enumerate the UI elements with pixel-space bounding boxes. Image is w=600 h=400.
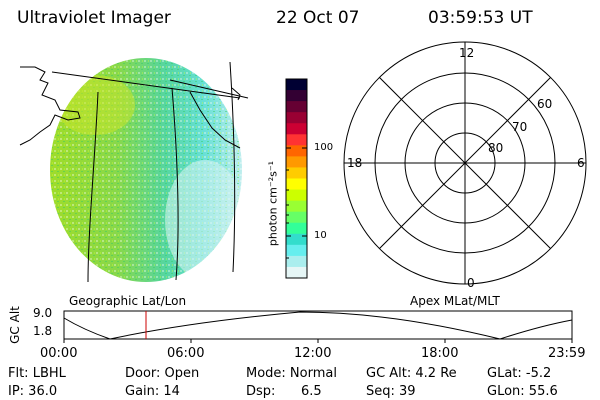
altitude-ytick-9: 9.0 — [33, 306, 53, 320]
door-param: Door: Open — [125, 366, 200, 381]
gc-alt-param: GC Alt: 4.2 Re — [366, 366, 457, 381]
polar-mlt-6: 6 — [577, 156, 585, 170]
colorbar-segment — [286, 178, 307, 191]
altitude-plot — [63, 310, 573, 343]
xtick-2359: 23:59 — [548, 346, 586, 361]
colorbar — [285, 78, 308, 279]
dsp-value: 6.5 — [301, 384, 322, 399]
instrument-title: Ultraviolet Imager — [17, 8, 171, 28]
polar-mlt-0: 0 — [467, 276, 475, 290]
glon-param: GLon: 55.6 — [487, 384, 558, 399]
colorbar-ticks — [286, 147, 307, 259]
seq-param: Seq: 39 — [366, 384, 416, 399]
filter-param: Flt: LBHL — [8, 366, 66, 381]
colorbar-segment — [286, 101, 307, 113]
colorbar-segment — [286, 79, 307, 91]
colorbar-segment — [286, 233, 307, 246]
colorbar-segment — [286, 156, 307, 168]
polar-plot — [343, 41, 587, 285]
polar-lat-70: 70 — [512, 120, 528, 134]
colorbar-segment — [286, 123, 307, 135]
colorbar-segment — [286, 200, 307, 213]
auroral-image — [50, 58, 242, 282]
polar-lat-80: 80 — [488, 141, 504, 155]
colorbar-segment — [286, 145, 307, 157]
polar-mlt-12: 12 — [459, 46, 475, 60]
date-label: 22 Oct 07 — [276, 8, 360, 28]
colorbar-segment — [286, 90, 307, 102]
colorbar-tick-100: 100 — [314, 142, 334, 153]
altitude-curve — [63, 311, 573, 340]
glat-param: GLat: -5.2 — [487, 366, 552, 381]
xtick-0000: 00:00 — [40, 346, 78, 361]
gain-param: Gain: 14 — [125, 384, 180, 399]
geographic-grid — [19, 61, 249, 283]
colorbar-unit-label: photon cm⁻²s⁻¹ — [266, 160, 280, 247]
colorbar-segment — [286, 222, 307, 235]
colorbar-segment — [286, 266, 307, 279]
ip-param: IP: 36.0 — [8, 384, 58, 399]
dsp-label: Dsp: — [246, 384, 276, 399]
polar-lat-60: 60 — [537, 97, 553, 111]
xtick-0600: 06:00 — [167, 346, 205, 361]
polar-projection-label: Apex MLat/MLT — [410, 294, 500, 308]
polar-mlt-18: 18 — [347, 156, 363, 170]
colorbar-border — [285, 78, 308, 279]
map-projection-label: Geographic Lat/Lon — [69, 294, 187, 308]
colorbar-segment — [286, 211, 307, 224]
mode-param: Mode: Normal — [246, 366, 337, 381]
colorbar-segment — [286, 112, 307, 124]
colorbar-segment — [286, 255, 307, 268]
colorbar-tick-10: 10 — [314, 230, 327, 241]
colorbar-segment — [286, 167, 307, 179]
altitude-ylabel: GC Alt — [8, 306, 22, 344]
xtick-1200: 12:00 — [294, 346, 332, 361]
xtick-1800: 18:00 — [421, 346, 459, 361]
colorbar-segment — [286, 134, 307, 146]
altitude-ytick-1-8: 1.8 — [33, 324, 53, 338]
time-label: 03:59:53 UT — [428, 8, 533, 28]
polar-diagonal-2 — [379, 77, 551, 249]
colorbar-segment — [286, 244, 307, 257]
colorbar-segment — [286, 189, 307, 202]
